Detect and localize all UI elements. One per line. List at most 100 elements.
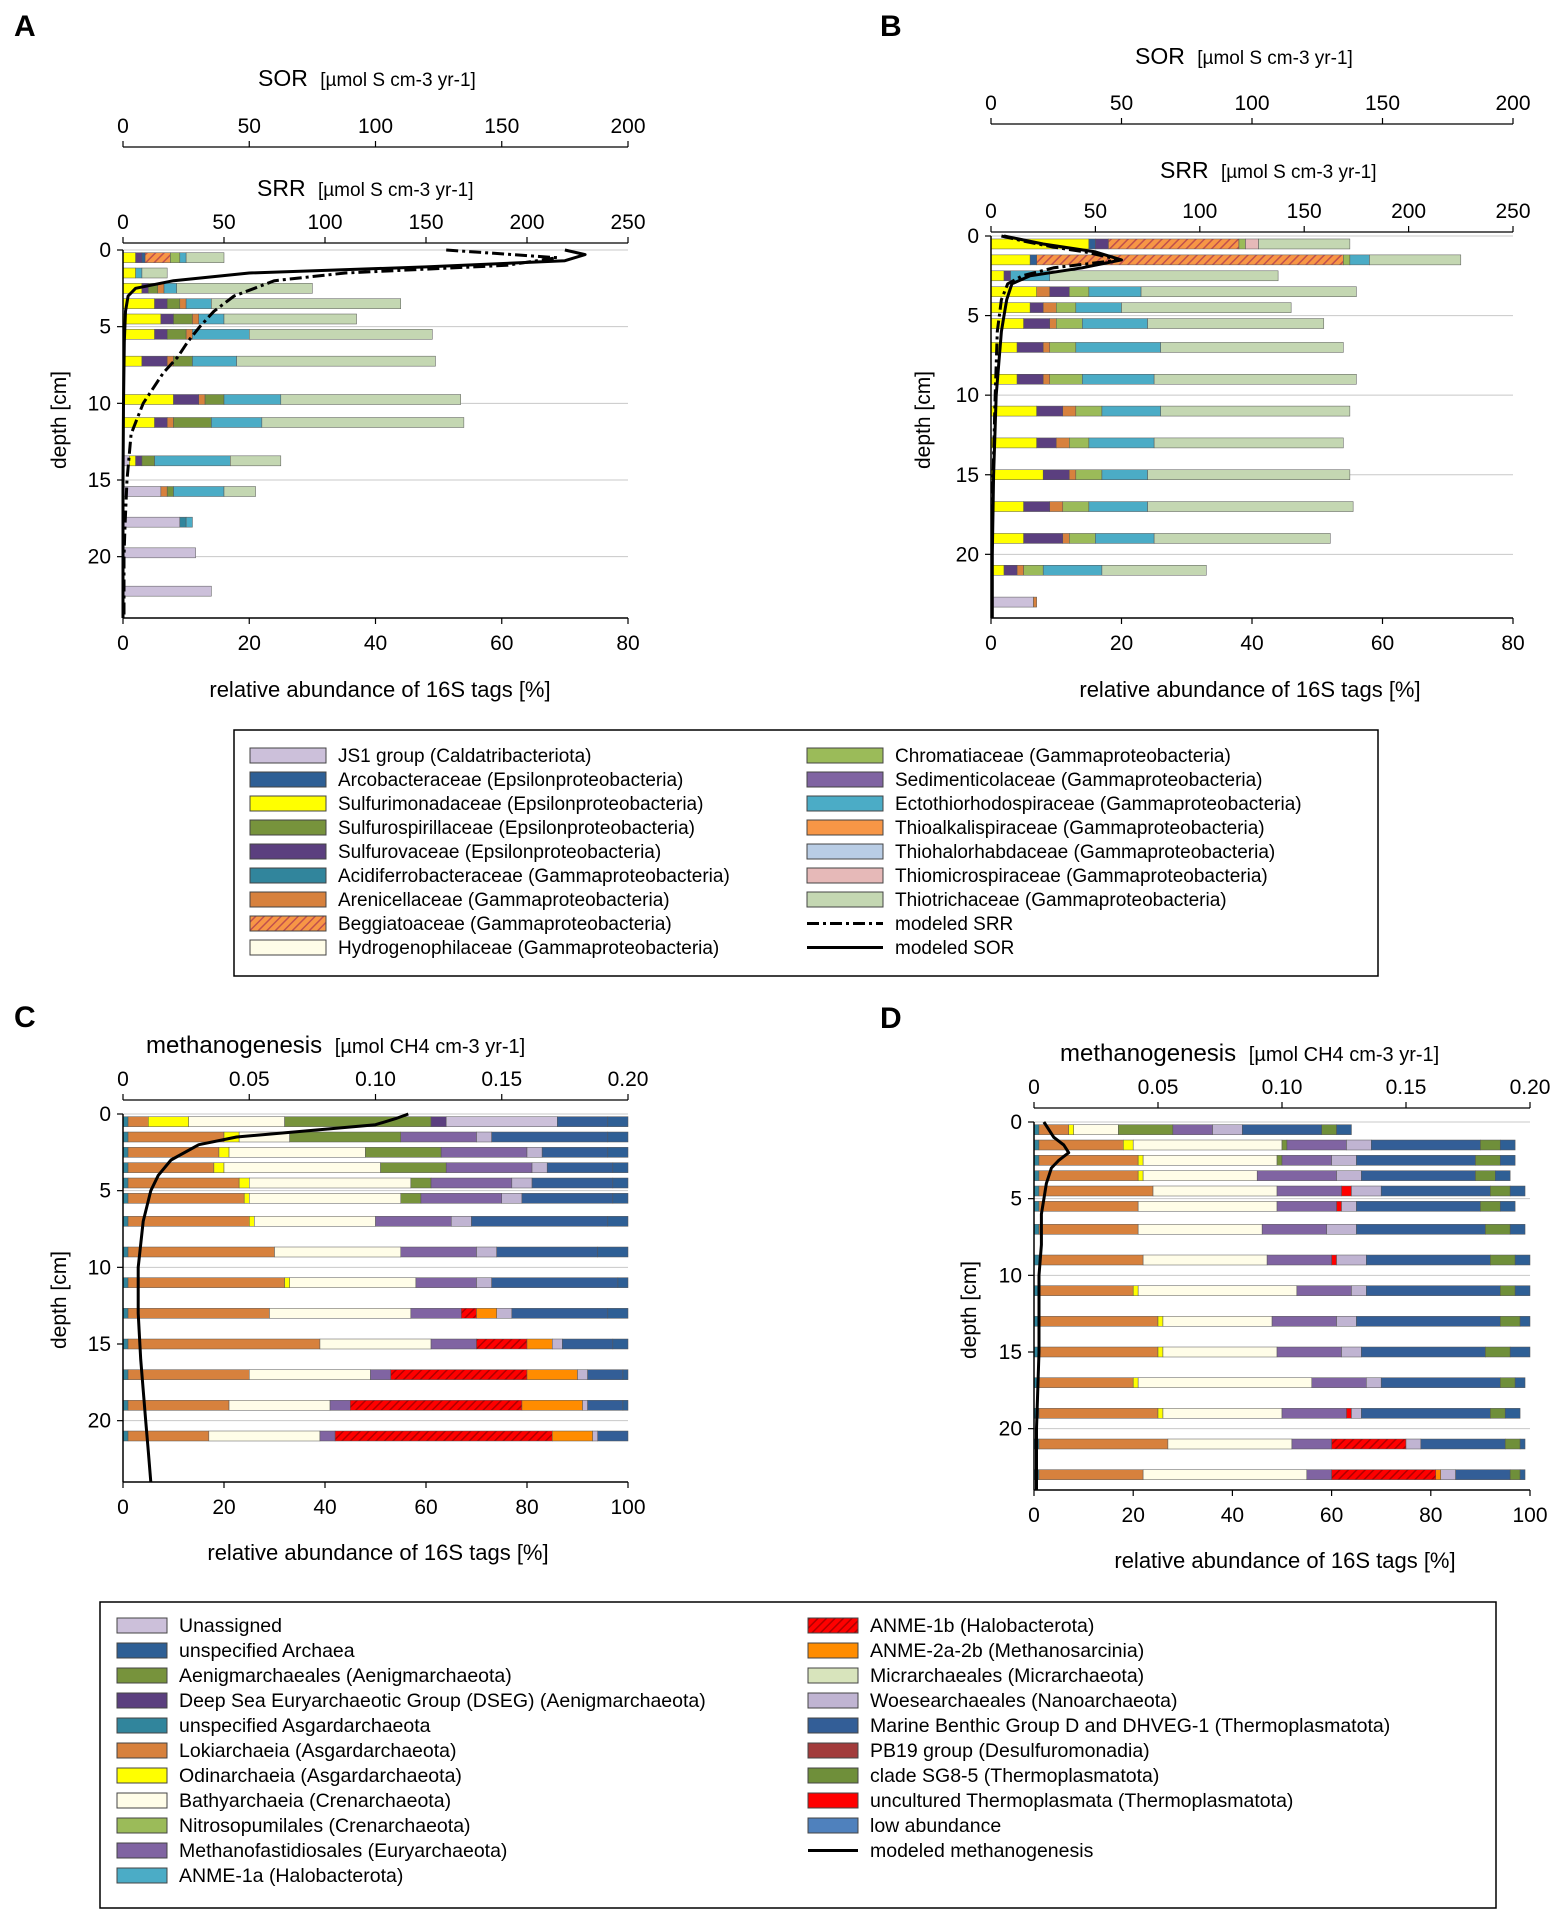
- legend-label: modeled SRR: [895, 914, 1013, 935]
- legend-item: Sedimenticolaceae (Gammaproteobacteria): [806, 770, 1263, 791]
- bar-segment: [122, 417, 155, 428]
- bar-segment: [1153, 374, 1357, 385]
- legend-label: PB19 group (Desulfuromonadia): [870, 1740, 1150, 1762]
- bar-segment: [1504, 1438, 1521, 1450]
- bar-segment: [1321, 1124, 1337, 1135]
- bar-segment: [1101, 405, 1161, 417]
- bar-segment: [1016, 565, 1024, 576]
- bar-segment: [1082, 318, 1148, 329]
- legend-item: modeled SOR: [807, 938, 1014, 959]
- panel-a-xlabel: relative abundance of 16S tags [%]: [209, 677, 550, 702]
- bar-segment: [122, 585, 212, 597]
- bar-segment: [1514, 1377, 1526, 1388]
- bar-segment: [185, 516, 193, 528]
- secondary-tick-label: 200: [509, 211, 544, 234]
- bar-segment: [1380, 1377, 1501, 1388]
- legend-swatch: [807, 1767, 859, 1784]
- bar-segment: [370, 1369, 391, 1380]
- bar-segment: [179, 516, 187, 528]
- bar-segment: [1152, 1185, 1278, 1197]
- x-tick-label: 40: [1240, 632, 1263, 655]
- bar-segment: [501, 1193, 523, 1204]
- x-tick-label: 80: [1419, 1504, 1442, 1527]
- bar-segment: [1036, 437, 1057, 449]
- legend-label: Sulfurospirillaceae (Epsilonproteobacter…: [338, 818, 695, 839]
- legend-item: Methanofastidiosales (Euryarchaeota): [116, 1840, 507, 1862]
- bar-segment: [1366, 1285, 1501, 1296]
- legend-label: Arcobacteraceae (Epsilonproteobacteria): [338, 770, 683, 791]
- legend-item: Sulfurospirillaceae (Epsilonproteobacter…: [249, 818, 695, 839]
- y-tick-label: 10: [999, 1264, 1022, 1287]
- bar-segment: [1042, 469, 1070, 480]
- legend-item: Micrarchaeales (Micrarchaeota): [807, 1665, 1144, 1687]
- bar-segment: [1369, 254, 1462, 266]
- bar-segment: [1336, 1124, 1352, 1135]
- legend-label: Deep Sea Euryarchaeotic Group (DSEG) (Ae…: [179, 1690, 706, 1712]
- bar-segment: [440, 1147, 528, 1158]
- bar-segment: [192, 355, 237, 367]
- legend-label: clade SG8-5 (Thermoplasmatota): [870, 1765, 1159, 1787]
- bar-segment: [127, 1430, 210, 1442]
- bar-segment: [410, 1177, 432, 1189]
- bar-segment: [1147, 318, 1325, 329]
- bar-segment: [400, 1131, 477, 1143]
- legend-label: Methanofastidiosales (Euryarchaeota): [179, 1840, 507, 1862]
- bar-segment: [1042, 374, 1050, 385]
- bar-segment: [122, 516, 181, 528]
- bar-segment: [1281, 1139, 1288, 1151]
- bar-segment: [218, 1147, 230, 1158]
- secondary-tick-label: 0.20: [1510, 1076, 1551, 1099]
- bar-segment: [1038, 1224, 1139, 1235]
- legend-item: Bathyarchaeia (Crenarchaeota): [116, 1790, 451, 1812]
- bar-segment: [1499, 1377, 1516, 1388]
- bar-segment: [261, 417, 465, 428]
- bar-segment: [1167, 1438, 1293, 1450]
- bar-segment: [135, 267, 143, 279]
- bar-segment: [1023, 565, 1044, 576]
- bar-segment: [557, 1116, 609, 1127]
- legend-label: Bathyarchaeia (Crenarchaeota): [179, 1790, 451, 1812]
- bar-segment: [223, 313, 357, 325]
- bar-segment: [1172, 1124, 1213, 1135]
- x-tick-label: 20: [1110, 632, 1133, 655]
- y-tick-label: 15: [88, 1333, 111, 1356]
- secondary-tick-label: 0.10: [1262, 1076, 1303, 1099]
- bar-segment: [1380, 1185, 1491, 1197]
- bar-segment: [1281, 1155, 1332, 1166]
- bar-segment: [607, 1308, 629, 1319]
- panel-d-xlabel: relative abundance of 16S tags [%]: [1114, 1548, 1455, 1573]
- bar-segment: [1069, 437, 1090, 449]
- bar-segment: [192, 329, 250, 340]
- legend-label: uncultured Thermoplasmata (Thermoplasmat…: [870, 1790, 1293, 1812]
- panel-c-title-unit: [µmol CH4 cm-3 yr-1]: [335, 1036, 525, 1058]
- legend-swatch: [116, 1842, 168, 1859]
- bar-segment: [1245, 238, 1259, 250]
- bar-segment: [1121, 302, 1292, 313]
- x-tick-label: 60: [490, 632, 513, 655]
- bar-segment: [1036, 286, 1050, 297]
- panel-a-ylabel: depth [cm]: [48, 371, 71, 469]
- legend-item: Aenigmarchaeales (Aenigmarchaeota): [116, 1665, 512, 1687]
- bar-segment: [185, 298, 212, 309]
- panel-d-title-unit: [µmol CH4 cm-3 yr-1]: [1249, 1044, 1439, 1066]
- bar-segment: [990, 342, 1018, 353]
- y-tick-label: 15: [999, 1341, 1022, 1364]
- bar-segment: [1455, 1469, 1511, 1480]
- panel-b-sor-title: SOR [µmol S cm-3 yr-1]: [1135, 43, 1353, 69]
- bar-segment: [254, 1216, 376, 1227]
- bar-segment: [476, 1277, 492, 1288]
- panel-d-ylabel: depth [cm]: [958, 1261, 981, 1359]
- bar-segment: [173, 486, 225, 497]
- bar-segment: [511, 1177, 533, 1189]
- bar-segment: [410, 1308, 462, 1319]
- bar-segment: [1514, 1285, 1531, 1296]
- bar-segment: [127, 1131, 225, 1143]
- bar-segment: [1049, 342, 1077, 353]
- panel-label-b: B: [880, 10, 902, 43]
- modeled-sor-curve: [990, 234, 1123, 618]
- bar-segment: [1480, 1201, 1501, 1212]
- bar-segment: [1276, 1201, 1337, 1212]
- bar-segment: [526, 1147, 543, 1158]
